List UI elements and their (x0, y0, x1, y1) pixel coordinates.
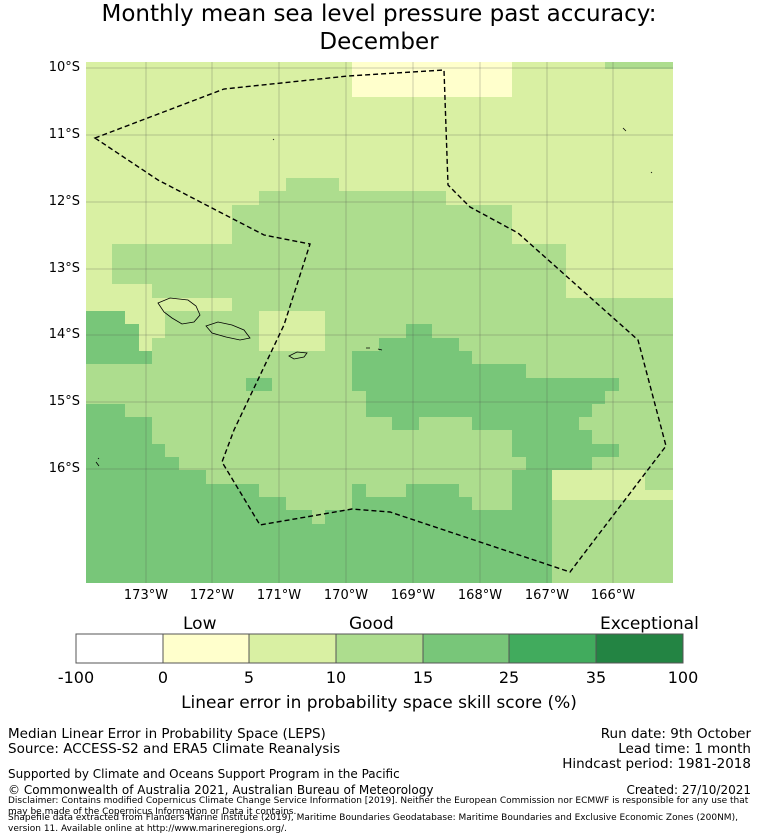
colorbar-tick: 25 (498, 668, 520, 687)
colorbar-tick: 100 (667, 668, 699, 687)
lon-label: 169°W (390, 588, 436, 603)
category-exceptional: Exceptional (600, 614, 699, 634)
colorbar-segment-3 (248, 633, 337, 664)
lon-label: 171°W (256, 588, 302, 603)
colorbar-segment-6 (508, 633, 597, 664)
footer-lead-time: Lead time: 1 month (618, 741, 751, 757)
field-low-north (352, 62, 512, 97)
footer-copyright: © Commonwealth of Australia 2021, Austra… (8, 783, 434, 797)
field-moderate-center (259, 311, 325, 351)
colorbar-tick: 0 (157, 668, 169, 687)
colorbar-segment-5 (422, 633, 510, 664)
tutuila-island (288, 351, 308, 360)
colorbar (75, 633, 684, 664)
map-title-line2: December (319, 29, 439, 55)
lat-label: 11°S (48, 127, 80, 142)
field-fair-patch (246, 378, 272, 391)
lat-label: 12°S (48, 194, 80, 209)
category-low: Low (183, 614, 217, 634)
lon-label: 173°W (123, 588, 169, 603)
field-moderate-west (86, 271, 232, 351)
colorbar-segment-1 (75, 633, 164, 664)
savaii-island (157, 297, 201, 325)
lat-label: 16°S (48, 461, 80, 476)
tokelau-islet (622, 127, 653, 174)
footer-hindcast: Hindcast period: 1981-2018 (562, 756, 751, 772)
footer-support: Supported by Climate and Oceans Support … (8, 767, 400, 781)
colorbar-tick: 10 (325, 668, 347, 687)
colorbar-segment-2 (162, 633, 250, 664)
manua-islet (366, 347, 383, 351)
field-fair-center (86, 324, 619, 583)
colorbar-tick: 35 (585, 668, 607, 687)
lat-label: 14°S (48, 327, 80, 342)
lon-label: 170°W (323, 588, 369, 603)
lat-label: 10°S (48, 60, 80, 75)
eez-boundary (93, 69, 667, 573)
lon-label: 168°W (457, 588, 503, 603)
colorbar-tick: 5 (243, 668, 255, 687)
field-moderate-southeast (552, 470, 673, 540)
colorbar-tick: 15 (412, 668, 434, 687)
colorbar-segment-7 (595, 633, 684, 664)
upolu-island (205, 321, 251, 341)
lon-label: 166°W (590, 588, 636, 603)
field-moderate-north (86, 62, 673, 298)
colorbar-segment-4 (335, 633, 424, 664)
lon-label: 167°W (524, 588, 570, 603)
colorbar-label: Linear error in probability space skill … (181, 693, 577, 713)
category-good: Good (349, 614, 394, 634)
lon-label: 172°W (189, 588, 235, 603)
footer-source: Source: ACCESS-S2 and ERA5 Climate Reana… (8, 741, 341, 757)
footer-run-date: Run date: 9th October (600, 726, 751, 742)
lat-label: 13°S (48, 261, 80, 276)
footer-shapefile: Shapefile data extracted from Flanders M… (8, 813, 738, 834)
islands (95, 127, 653, 467)
field-fair-west (86, 311, 152, 364)
skill-field (86, 62, 673, 583)
field-good-se (645, 500, 673, 540)
footer-disclaimer: Disclaimer: Contains modified Copernicus… (8, 796, 749, 817)
map-title-line1: Monthly mean sea level pressure past acc… (101, 1, 657, 27)
wallis-islet (95, 457, 100, 467)
graticule (86, 62, 673, 583)
lat-label: 15°S (48, 394, 80, 409)
colorbar-tick: -100 (57, 668, 95, 687)
footer-created: Created: 27/10/2021 (626, 783, 751, 797)
swains-islet (272, 138, 275, 141)
footer-method: Median Linear Error in Probability Space… (8, 726, 326, 742)
